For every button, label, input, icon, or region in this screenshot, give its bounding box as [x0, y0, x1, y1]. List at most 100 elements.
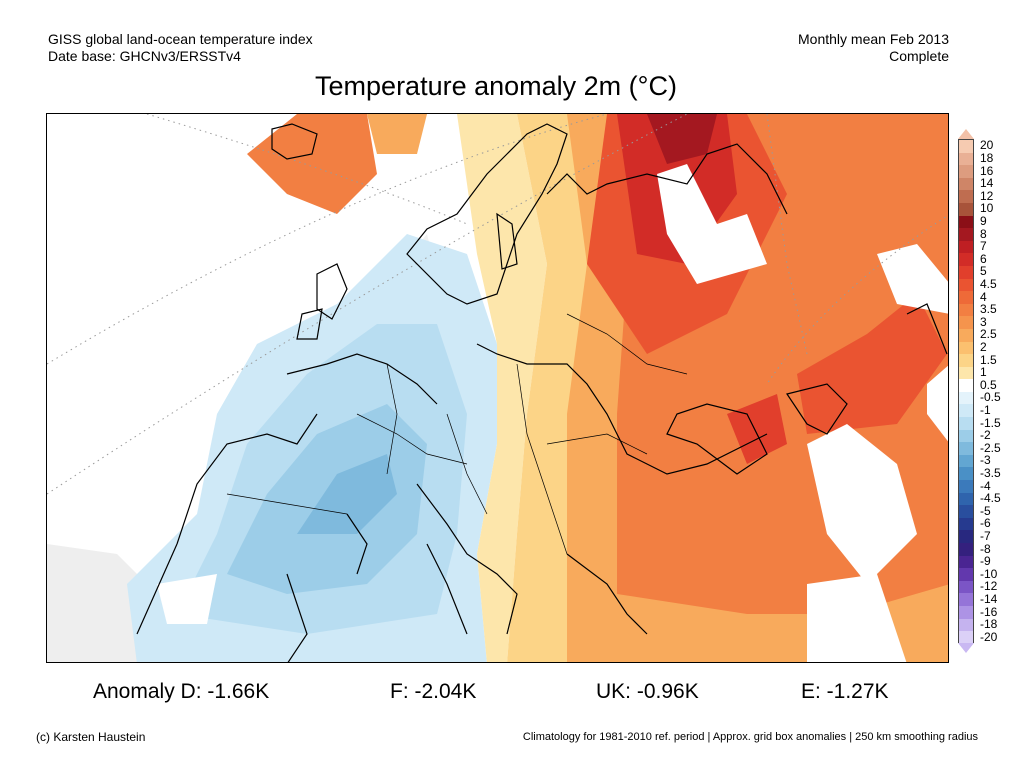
legend-swatch: [959, 354, 973, 367]
legend-swatch: [959, 177, 973, 191]
legend-label: 3: [980, 314, 987, 329]
legend-label: -4.5: [980, 491, 1001, 506]
legend-label: -16: [980, 604, 998, 619]
legend-swatch: [959, 454, 973, 468]
legend-swatch: [959, 530, 973, 543]
legend-label: -14: [980, 591, 998, 606]
status-label: Complete: [889, 48, 949, 64]
legend-swatch: [959, 391, 973, 405]
legend-label: 9: [980, 213, 987, 228]
legend-label: -8: [980, 541, 991, 556]
anomaly-uk: UK: -0.96K: [596, 680, 699, 703]
legend-label: 1.5: [980, 352, 997, 367]
legend-label: 12: [980, 188, 994, 203]
legend-label: -10: [980, 566, 998, 581]
legend-swatch: [959, 417, 973, 430]
legend-label: 8: [980, 226, 987, 241]
legend-swatch: [959, 366, 973, 380]
legend-swatch: [959, 543, 973, 556]
legend-label: 1: [980, 365, 987, 380]
warm-anomaly-area: [367, 114, 427, 154]
header-right: Monthly mean Feb 2013 Complete: [798, 31, 949, 65]
legend-label: 10: [980, 201, 994, 216]
legend-swatch: [959, 618, 973, 632]
no-data-region: [157, 574, 217, 624]
no-data-region: [807, 574, 907, 662]
no-data-region: [807, 424, 917, 584]
legend-label: 2: [980, 339, 987, 354]
legend-swatch: [959, 152, 973, 166]
legend-swatch: [959, 228, 973, 241]
legend-swatch: [959, 555, 973, 569]
header-left: GISS global land-ocean temperature index…: [48, 31, 313, 65]
legend-label: -6: [980, 516, 991, 531]
database-label: Date base: GHCNv3/ERSSTv4: [48, 48, 241, 64]
legend-swatch: [959, 240, 973, 254]
legend-label: 14: [980, 176, 994, 191]
legend-label: 4.5: [980, 276, 997, 291]
legend-swatch: [959, 190, 973, 203]
legend-swatch: [959, 341, 973, 355]
legend-label: 6: [980, 251, 987, 266]
legend-label: -1: [980, 402, 991, 417]
legend-label: -0.5: [980, 390, 1001, 405]
legend-swatch: [959, 605, 973, 619]
legend-label: -5: [980, 503, 991, 518]
coastlines: [136, 123, 948, 662]
legend-swatch: [959, 505, 973, 518]
map-title: Temperature anomaly 2m (°C): [315, 71, 677, 101]
legend-label: 4: [980, 289, 987, 304]
legend-swatch: [959, 215, 973, 229]
legend-swatch: [959, 165, 973, 178]
warm-anomaly-area: [247, 114, 377, 214]
legend-swatch: [959, 429, 973, 443]
legend-label: -20: [980, 629, 998, 644]
legend-swatch: [959, 328, 973, 342]
no-data-region: [877, 244, 948, 314]
legend-label: 20: [980, 138, 994, 153]
legend-swatch: [959, 492, 973, 506]
period-label: Monthly mean Feb 2013: [798, 31, 949, 47]
graticule: [47, 114, 948, 495]
legend-swatch: [959, 316, 973, 329]
legend-label: -4: [980, 478, 991, 493]
legend-swatch: [959, 631, 973, 644]
warm-anomaly-area: [797, 294, 947, 434]
credit-text: (c) Karsten Haustein: [36, 730, 146, 744]
legend-label: 18: [980, 150, 994, 165]
legend-swatch: [959, 568, 973, 581]
anomaly-map: [46, 113, 949, 663]
legend-swatch: [959, 593, 973, 606]
legend-label: 7: [980, 239, 987, 254]
anomaly-england: E: -1.27K: [801, 680, 889, 703]
legend-label: 0.5: [980, 377, 997, 392]
legend-label: -1.5: [980, 415, 1001, 430]
no-data-region: [927, 365, 948, 442]
legend-arrow-up: [958, 129, 974, 139]
anomaly-map-svg: [47, 114, 948, 662]
legend-label: -2: [980, 428, 991, 443]
cold-anomaly-area: [297, 454, 397, 534]
neutral-anomaly-area: [457, 114, 547, 662]
legend-swatch: [959, 442, 973, 455]
legend-swatch: [959, 303, 973, 317]
color-scale-legend: 20 18 16 14 12 10 9 8 7 6 5 4.5 4 3.5 3 2.5 2 1.5 1 0.5 -0.5…: [958, 129, 1018, 653]
legend-swatch: [959, 467, 973, 481]
legend-swatch: [959, 265, 973, 279]
legend-label: -18: [980, 617, 998, 632]
legend-color-bar: [958, 139, 974, 644]
legend-swatch: [959, 580, 973, 594]
warm-anomaly-area: [647, 114, 717, 164]
legend-label: -9: [980, 554, 991, 569]
legend-label: -3: [980, 453, 991, 468]
legend-swatch: [959, 517, 973, 531]
legend-label: 2.5: [980, 327, 997, 342]
legend-swatch: [959, 140, 973, 153]
legend-swatch: [959, 278, 973, 292]
anomaly-germany: Anomaly D: -1.66K: [93, 680, 270, 703]
dataset-title: GISS global land-ocean temperature index: [48, 31, 313, 47]
legend-swatch: [959, 480, 973, 493]
legend-label: -12: [980, 579, 998, 594]
legend-label: 16: [980, 163, 994, 178]
legend-label: -2.5: [980, 440, 1001, 455]
